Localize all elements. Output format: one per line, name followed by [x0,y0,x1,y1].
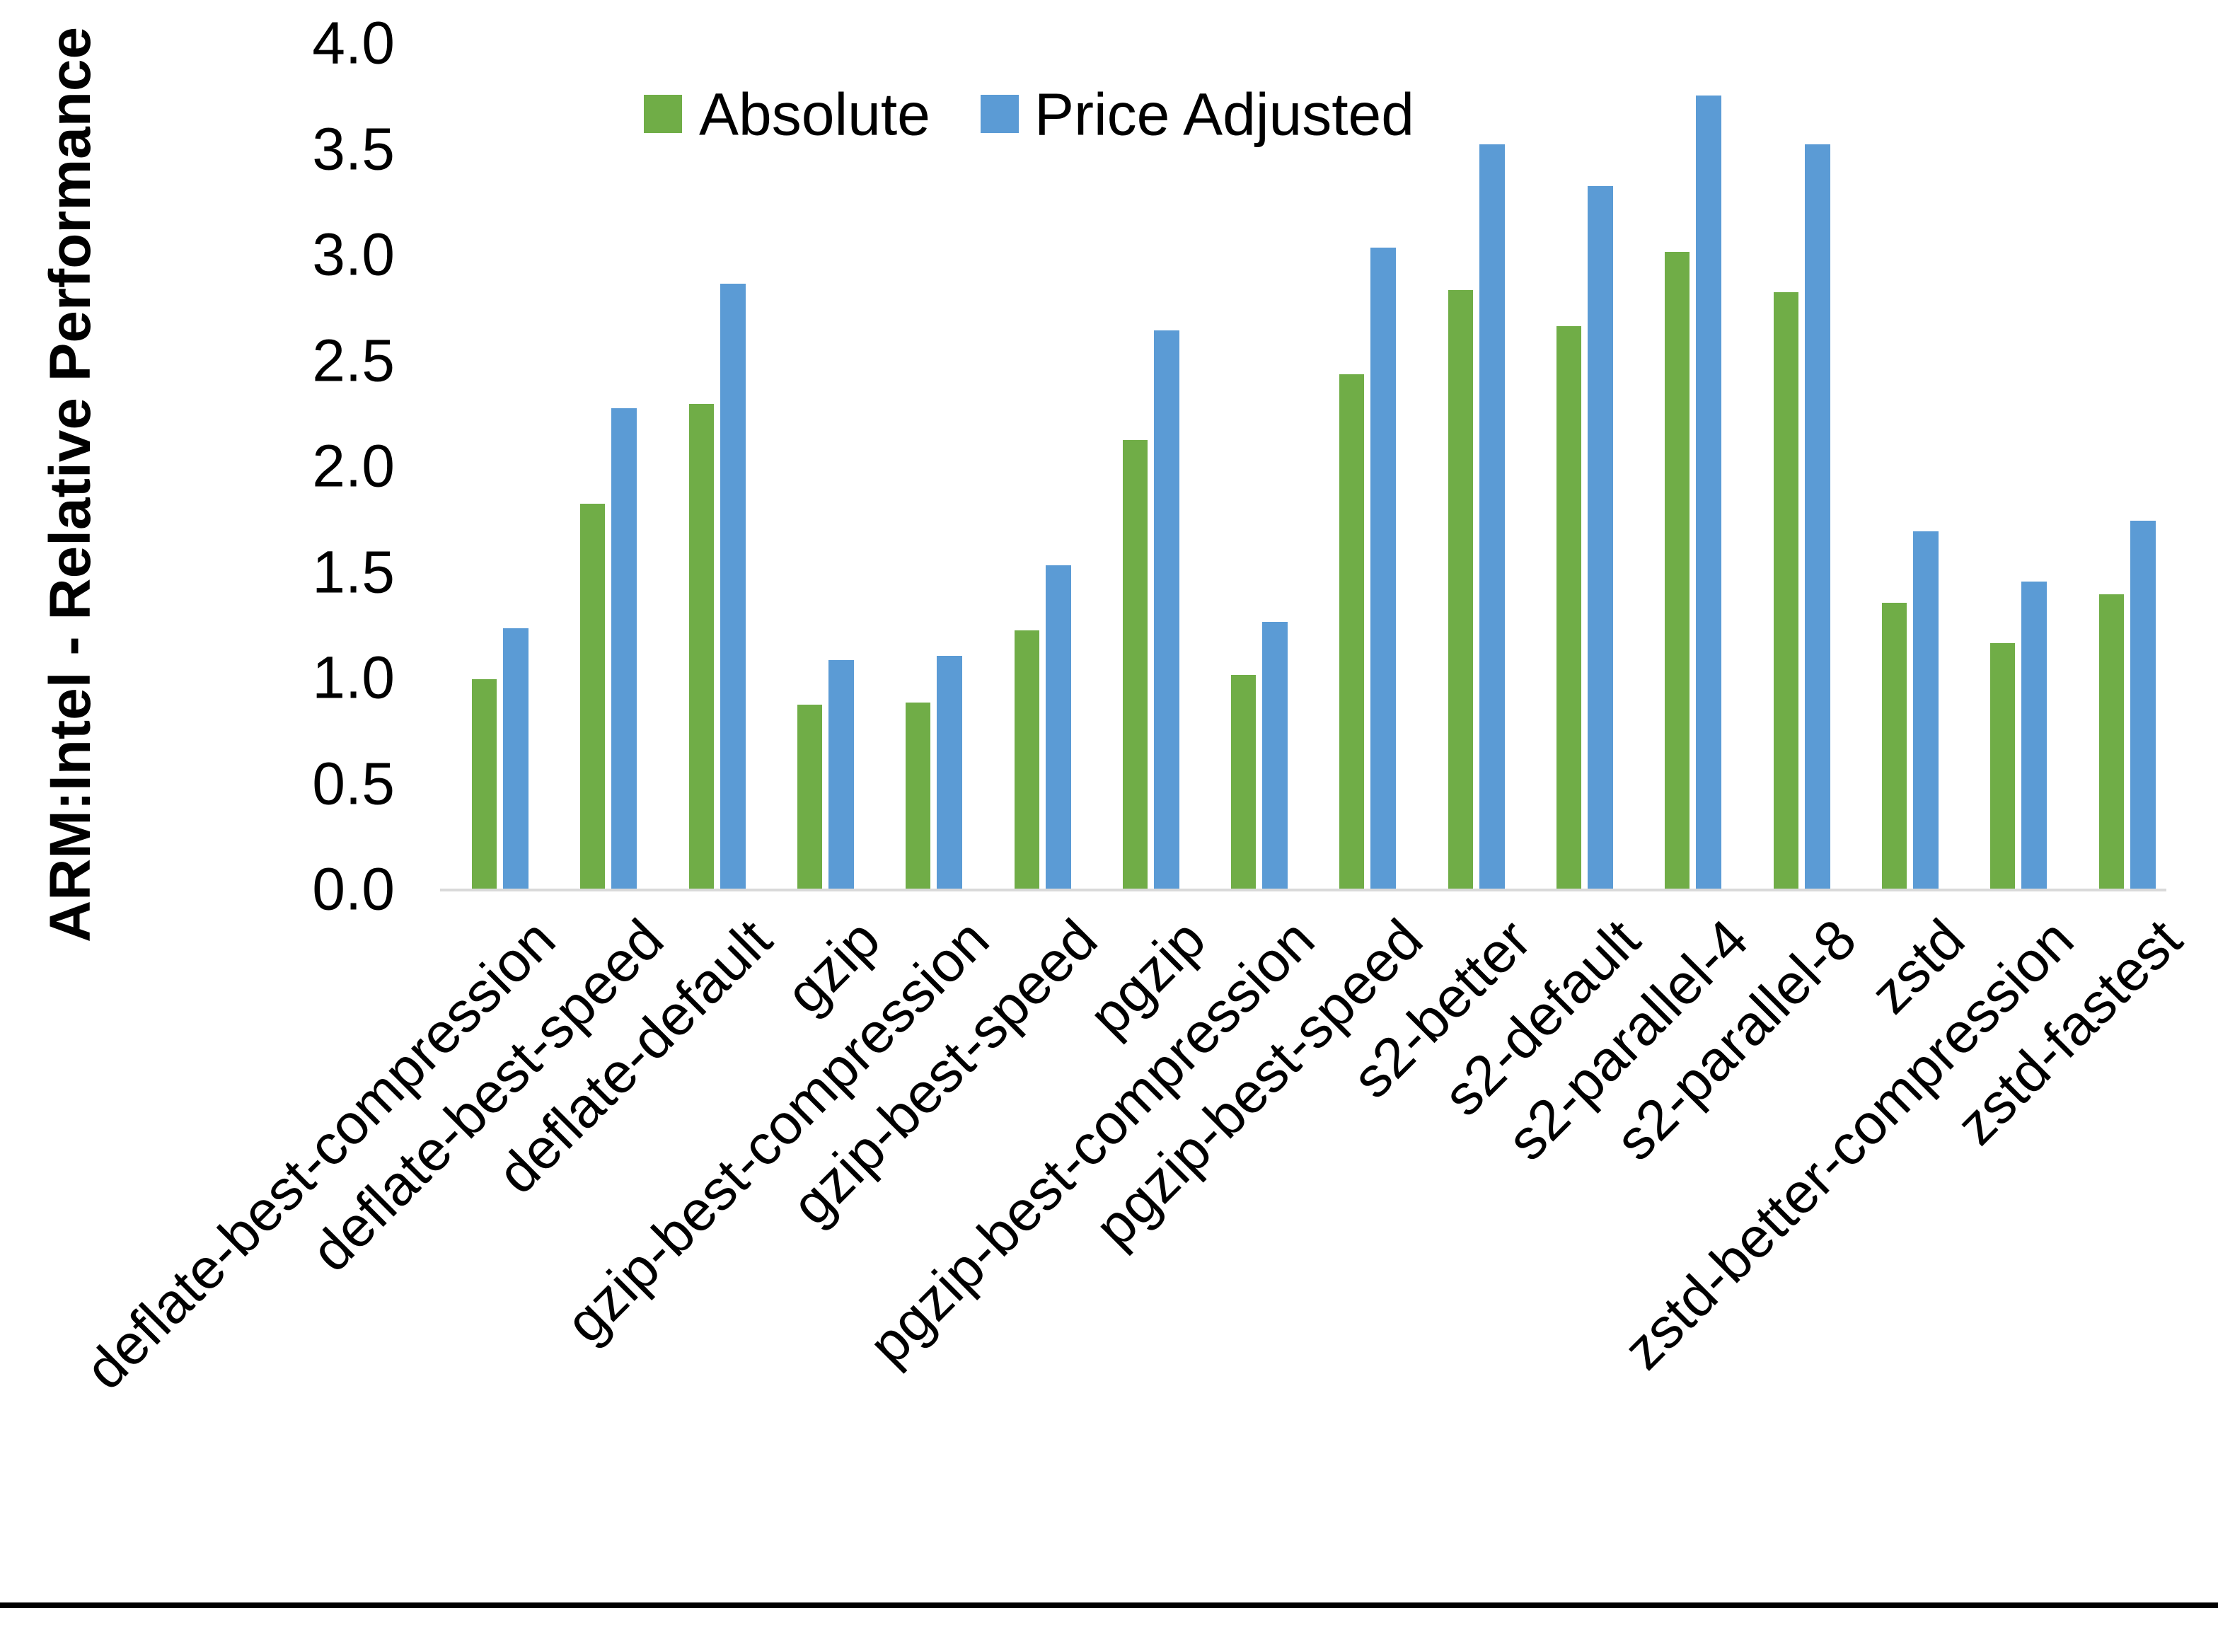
bar-absolute-pgzip-best-speed [1339,374,1364,889]
y-axis-title: ARM:Intel - Relative Performance [38,26,103,943]
bar-price-adjusted-pgzip-best-speed [1370,248,1396,889]
y-tick-label-2.0: 2.0 [312,432,395,499]
bar-absolute-gzip-best-speed [1015,630,1039,889]
bar-absolute-deflate-best-speed [580,504,605,889]
bar-absolute-s2-parallel-4 [1665,252,1690,889]
bar-price-adjusted-gzip [828,660,854,889]
bar-absolute-gzip-best-compression [906,703,930,889]
bar-price-adjusted-gzip-best-compression [937,656,962,889]
bar-price-adjusted-s2-default [1588,186,1613,889]
bar-absolute-zstd-better-compression [1990,643,2015,889]
bar-price-adjusted-pgzip [1154,330,1179,889]
y-tick-label-0.5: 0.5 [312,749,395,816]
y-tick-label-3.0: 3.0 [312,221,395,288]
y-tick-label-3.5: 3.5 [312,115,395,182]
y-tick-label-1.5: 1.5 [312,538,395,605]
x-axis-line [440,889,2166,891]
bar-absolute-s2-parallel-8 [1774,292,1798,889]
y-tick-label-2.5: 2.5 [312,326,395,393]
bar-price-adjusted-zstd [1913,531,1939,889]
bar-price-adjusted-pgzip-best-compression [1262,622,1288,889]
bar-price-adjusted-zstd-better-compression [2021,582,2047,889]
bar-absolute-s2-default [1556,326,1581,889]
y-tick-label-0.0: 0.0 [312,855,395,923]
bar-price-adjusted-zstd-fastest [2130,521,2156,889]
bar-price-adjusted-s2-better [1479,144,1505,889]
window-bottom-edge [0,1602,2218,1608]
bar-absolute-zstd-fastest [2099,594,2124,889]
bar-absolute-pgzip-best-compression [1231,675,1256,889]
bar-absolute-zstd [1882,603,1907,889]
bar-absolute-s2-better [1448,290,1473,889]
bar-price-adjusted-deflate-best-speed [611,408,637,889]
legend-label-absolute: Absolute [699,81,930,148]
bar-price-adjusted-deflate-best-compression [503,628,528,889]
y-tick-label-1.0: 1.0 [312,644,395,711]
bar-absolute-deflate-best-compression [472,679,497,889]
bar-price-adjusted-s2-parallel-8 [1805,144,1830,889]
y-tick-label-4.0: 4.0 [312,9,395,76]
bar-absolute-deflate-default [689,404,714,889]
bar-absolute-pgzip [1123,440,1148,889]
bar-absolute-gzip [797,705,822,889]
bar-price-adjusted-deflate-default [720,284,746,889]
bar-price-adjusted-gzip-best-speed [1046,565,1071,889]
legend-label-price-adjusted: Price Adjusted [1034,81,1414,148]
legend-swatch-absolute [644,95,682,133]
bar-price-adjusted-s2-parallel-4 [1696,96,1721,889]
legend-swatch-price-adjusted [981,95,1019,133]
bar-chart: ARM:Intel - Relative Performance 0.0 0.5 1… [0,9,2218,1608]
